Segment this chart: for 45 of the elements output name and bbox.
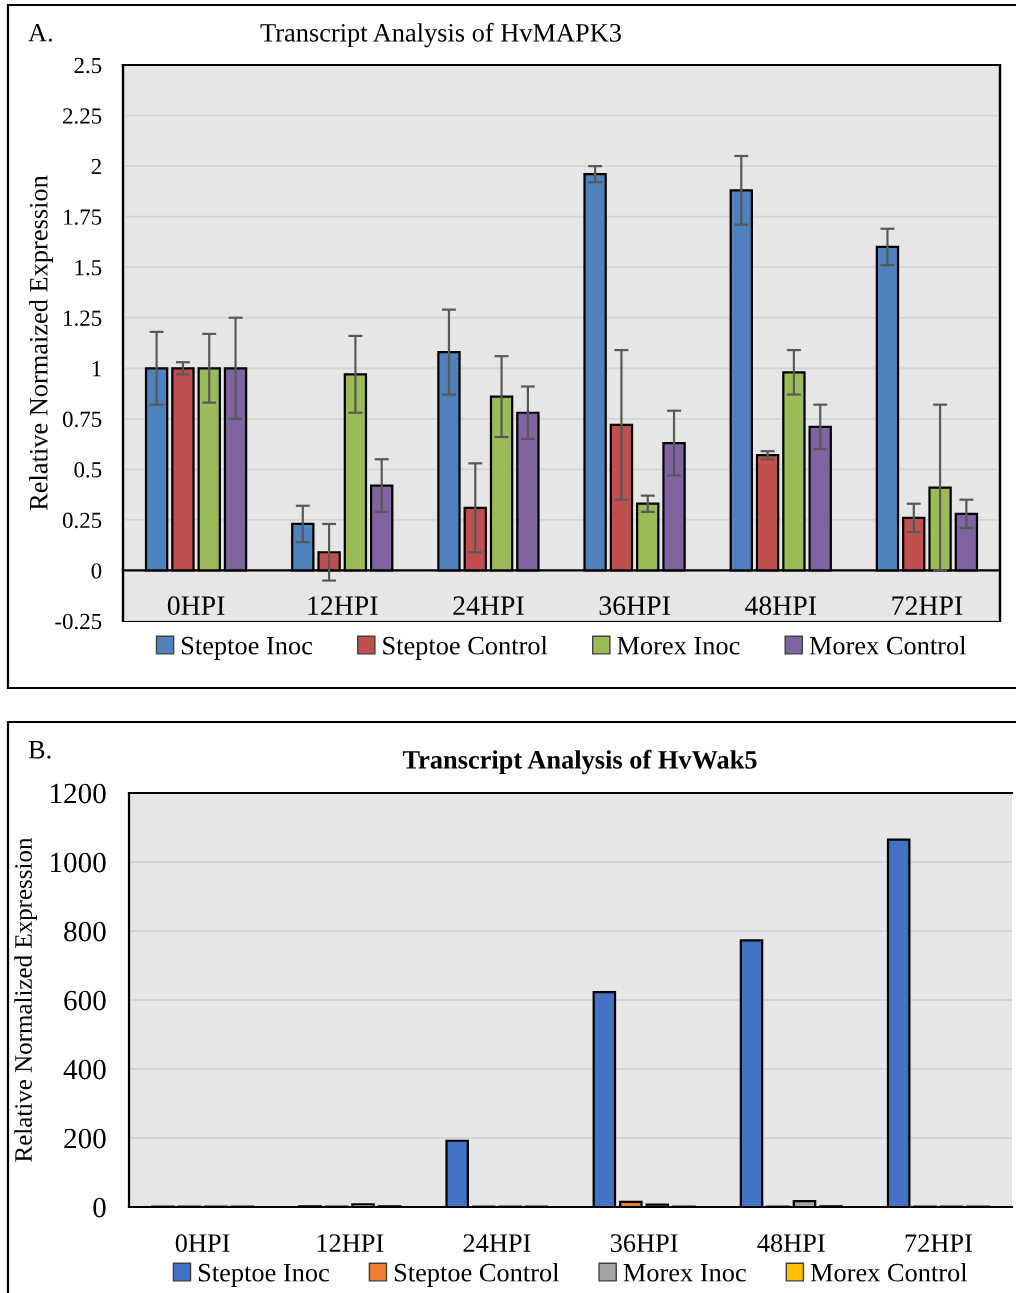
y-tick-label: 2 <box>91 158 101 175</box>
x-tick-label: 0HPI <box>167 596 225 615</box>
legend-label: Morex Inoc <box>617 637 740 655</box>
x-tick-label: 48HPI <box>745 596 817 615</box>
y-axis-title: Relative Normaized Expression <box>29 175 53 511</box>
y-tick-label: 0.25 <box>62 512 102 529</box>
legend-label: Morex Inoc <box>623 1264 746 1282</box>
legend-label: Morex Control <box>810 1263 968 1282</box>
x-tick-label: 0HPI <box>175 1234 230 1252</box>
legend-label: Morex Control <box>809 636 966 655</box>
x-tick-label: 24HPI <box>453 596 524 615</box>
legend-label: Steptoe Control <box>383 636 548 660</box>
y-tick-label: 0 <box>93 1197 106 1218</box>
legend-label: Steptoe Control <box>394 1263 559 1287</box>
y-tick-label: 0.5 <box>74 462 102 478</box>
y-tick-label: 800 <box>64 921 106 942</box>
x-tick-label: 72HPI <box>905 1234 972 1252</box>
y-tick-label: 0 <box>91 563 102 579</box>
y-tick-label: 200 <box>64 1128 106 1149</box>
chart-title: Transcript Analysis of HvMAPK3 <box>260 22 621 48</box>
y-tick-label: 2.25 <box>63 108 102 124</box>
y-tick-label: -0.25 <box>55 613 102 630</box>
y-tick-label: 1.5 <box>75 260 102 276</box>
text: A. <box>28 23 52 42</box>
y-tick-label: 1000 <box>51 852 106 873</box>
y-tick-label: 1.75 <box>64 209 102 225</box>
legend-label: Steptoe Inoc <box>198 1263 329 1287</box>
y-tick-label: 400 <box>63 1059 106 1080</box>
y-tick-label: 1.25 <box>64 310 102 326</box>
legend-label: Steptoe Inoc <box>181 636 313 660</box>
x-tick-label: 12HPI <box>308 596 378 615</box>
y-axis-title: Relative Normalized Expression <box>14 837 37 1162</box>
x-tick-label: 72HPI <box>892 596 963 615</box>
x-tick-label: 24HPI <box>463 1234 531 1252</box>
y-tick-label: 2.5 <box>74 57 102 74</box>
y-tick-label: 1 <box>92 361 101 377</box>
x-tick-label: 36HPI <box>610 1234 678 1252</box>
x-tick-label: 12HPI <box>317 1234 384 1252</box>
y-tick-label: 1200 <box>51 783 106 804</box>
y-tick-label: 0.75 <box>62 411 102 428</box>
chart-title: Transcript Analysis of HvWak5 <box>402 749 757 775</box>
x-tick-label: 48HPI <box>757 1234 825 1252</box>
text: B. <box>28 741 51 759</box>
x-tick-label: 36HPI <box>599 596 670 615</box>
y-tick-label: 600 <box>64 990 106 1011</box>
